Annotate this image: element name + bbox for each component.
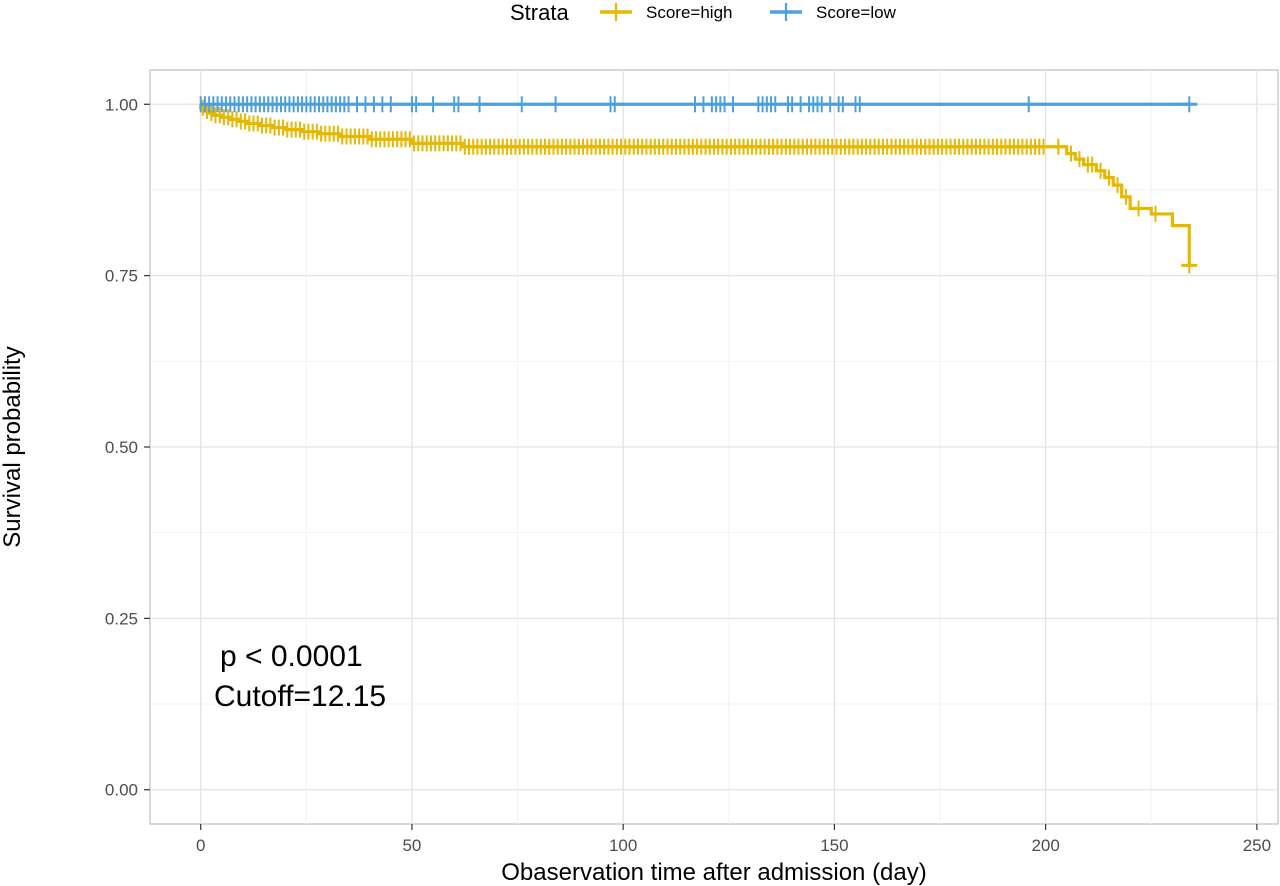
legend-label-low: Score=low bbox=[816, 3, 897, 22]
legend-title: Strata bbox=[510, 0, 569, 25]
p-value-annotation: p < 0.0001 bbox=[220, 640, 363, 673]
x-tick-label: 50 bbox=[402, 836, 421, 855]
cutoff-annotation: Cutoff=12.15 bbox=[214, 680, 386, 713]
x-tick-label: 250 bbox=[1243, 836, 1271, 855]
censor-marks-score-low bbox=[199, 96, 1198, 113]
x-tick-label: 150 bbox=[820, 836, 848, 855]
legend: Strata Score=high Score=low bbox=[510, 0, 897, 25]
y-tick-label: 0.25 bbox=[105, 609, 138, 628]
series-layer bbox=[199, 96, 1198, 274]
y-axis: 0.00 0.25 0.50 0.75 1.00 bbox=[105, 95, 150, 800]
y-tick-label: 1.00 bbox=[105, 95, 138, 114]
x-axis-title: Obaservation time after admission (day) bbox=[501, 859, 927, 886]
x-axis: 0 50 100 150 200 250 bbox=[196, 824, 1271, 855]
x-tick-label: 0 bbox=[196, 836, 205, 855]
y-axis-title: Survival probability bbox=[0, 346, 26, 547]
y-tick-label: 0.75 bbox=[105, 267, 138, 286]
x-tick-label: 200 bbox=[1031, 836, 1059, 855]
legend-label-high: Score=high bbox=[646, 3, 732, 22]
y-tick-label: 0.50 bbox=[105, 438, 138, 457]
censor-marks-score-high bbox=[201, 99, 1198, 274]
x-tick-label: 100 bbox=[609, 836, 637, 855]
y-tick-label: 0.00 bbox=[105, 781, 138, 800]
major-grid bbox=[150, 70, 1278, 824]
